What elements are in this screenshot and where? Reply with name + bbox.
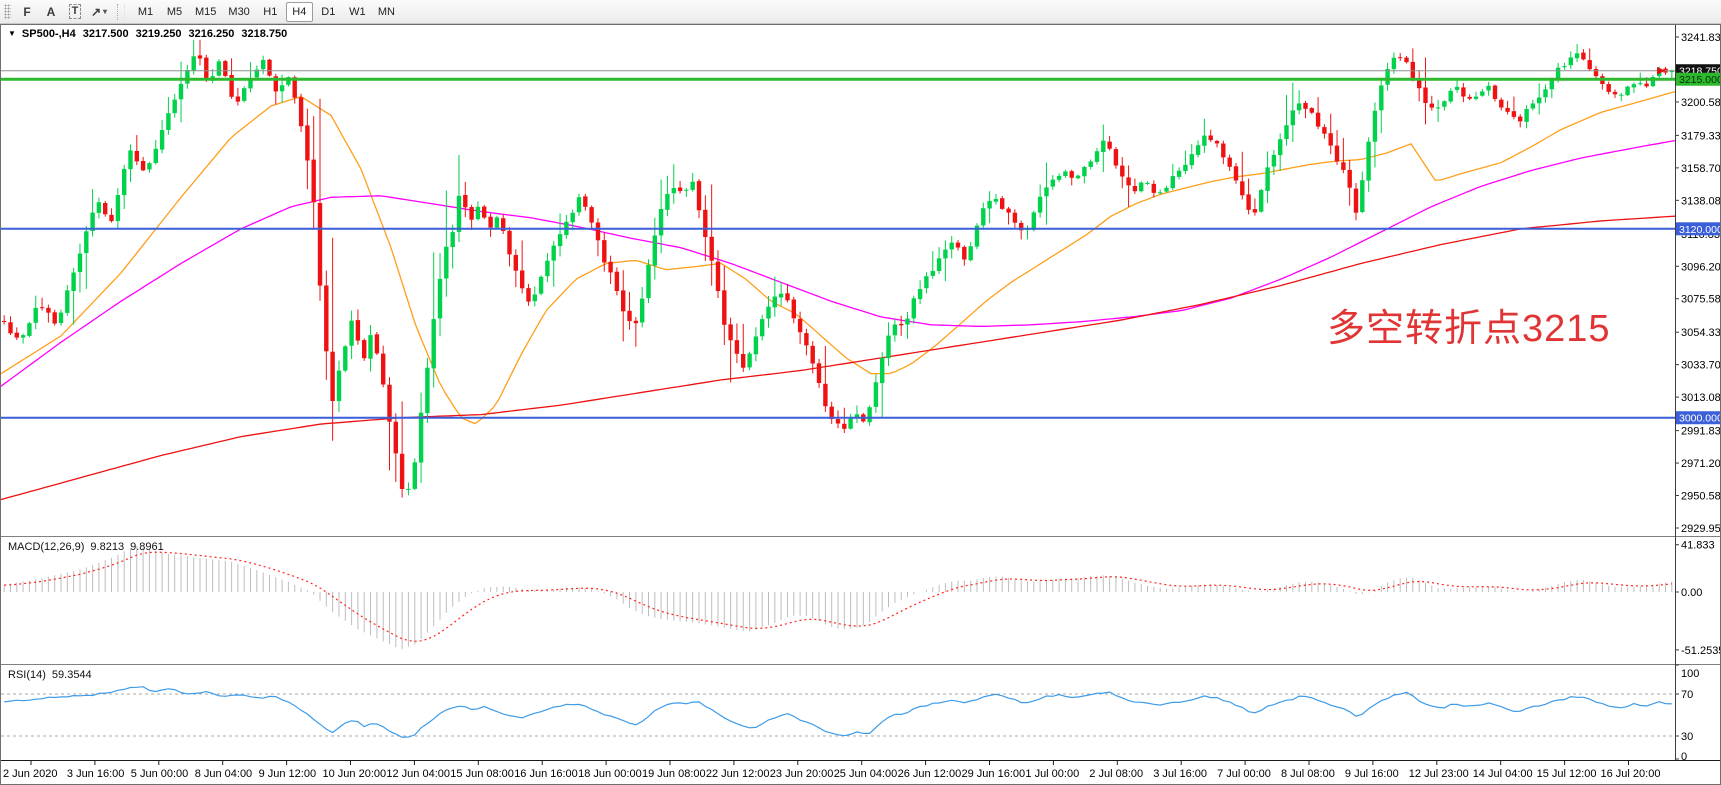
timeframe-button-MN[interactable]: MN	[373, 2, 400, 22]
rsi-line	[4, 686, 1672, 738]
price-axis-label: 2971.205	[1681, 458, 1720, 470]
time-axis-label: 12 Jul 23:00	[1409, 768, 1469, 780]
arrows-tool-icon: ↗	[90, 4, 102, 19]
ma-fast-line	[1, 91, 1676, 425]
timeframe-button-M30[interactable]: M30	[223, 2, 254, 22]
price-axis-label: 3054.330	[1681, 327, 1720, 339]
rsi-axis-label: 30	[1681, 731, 1693, 743]
rsi-axis-label: 70	[1681, 689, 1693, 701]
price-axis-label: 2991.830	[1681, 426, 1720, 438]
timeframe-group: M1 M5 M15 M30 H1 H4 D1 W1 MN	[131, 1, 401, 22]
timeframe-button-D1[interactable]: D1	[315, 2, 342, 22]
time-axis-label: 3 Jun 16:00	[67, 768, 125, 780]
macd-histogram	[3, 545, 1673, 650]
svg-text:3215.000: 3215.000	[1679, 74, 1720, 86]
timeframe-button-H1[interactable]: H1	[257, 2, 284, 22]
fibonacci-tool-button[interactable]: F	[15, 2, 39, 22]
time-axis-label: 16 Jun 16:00	[514, 768, 578, 780]
price-axis-label: 3096.205	[1681, 261, 1720, 273]
price-badge-3000.000: 3000.000	[1676, 411, 1720, 425]
text-label-tool-button[interactable]: T	[63, 2, 87, 22]
price-axis-label: 3013.080	[1681, 392, 1720, 404]
price-axis-label: 3179.330	[1681, 130, 1720, 142]
arrows-tool-button[interactable]: ↗ ▾	[87, 2, 111, 22]
price-axis-label: 3158.705	[1681, 163, 1720, 175]
macd-axis-label: 0.00	[1681, 587, 1702, 599]
price-axis-label: 3075.580	[1681, 294, 1720, 306]
price-badge-3120.000: 3120.000	[1676, 222, 1720, 236]
time-axis-label: 3 Jul 16:00	[1153, 768, 1207, 780]
time-axis-label: 23 Jun 20:00	[770, 768, 834, 780]
text-label-tool-icon: T	[68, 4, 82, 19]
time-axis-label: 15 Jun 08:00	[450, 768, 514, 780]
time-axis: 2 Jun 2020 3 Jun 16:00 5 Jun 00:00 8 Jun 04…	[1, 760, 1720, 780]
rsi-indicator-panel[interactable]: 100 70 30 0	[1, 664, 1720, 760]
time-axis-label: 16 Jul 20:00	[1601, 768, 1661, 780]
timeframe-button-M5[interactable]: M5	[161, 2, 188, 22]
price-axis-label: 2929.955	[1681, 523, 1720, 535]
text-tool-button[interactable]: A	[39, 2, 63, 22]
time-axis-label: 8 Jul 08:00	[1281, 768, 1335, 780]
time-axis-label: 22 Jun 12:00	[706, 768, 770, 780]
time-axis-label: 14 Jul 04:00	[1473, 768, 1533, 780]
time-axis-label: 12 Jun 04:00	[386, 768, 450, 780]
macd-signal-line	[4, 551, 1672, 642]
rsi-axis-label: 0	[1681, 751, 1687, 760]
timeframe-button-H4[interactable]: H4	[285, 1, 313, 22]
time-axis-label: 8 Jun 04:00	[195, 768, 253, 780]
fibonacci-tool-icon: F	[23, 4, 31, 19]
dropdown-caret-icon[interactable]: ▾	[103, 7, 108, 16]
timeframe-button-M15[interactable]: M15	[190, 2, 221, 22]
time-axis-label: 2 Jun 2020	[3, 768, 57, 780]
time-axis-label: 9 Jun 12:00	[259, 768, 317, 780]
chart-window: 3241.830 3200.580 3179.330 3158.705 3138.080…	[0, 24, 1721, 785]
time-axis-label: 5 Jun 00:00	[131, 768, 189, 780]
price-axis-label: 3200.580	[1681, 97, 1720, 109]
time-axis-label: 29 Jun 16:00	[962, 768, 1026, 780]
timeframe-button-W1[interactable]: W1	[344, 2, 371, 22]
top-toolbar: F A T ↗ ▾ M1 M5 M15 M30 H1 H4 D1 W1 MN	[0, 0, 1721, 24]
macd-axis-label: -51.2535	[1681, 645, 1720, 657]
price-axis-label: 3033.705	[1681, 360, 1720, 372]
time-axis-label: 10 Jun 20:00	[323, 768, 387, 780]
time-axis-label: 2 Jul 08:00	[1089, 768, 1143, 780]
time-axis-label: 25 Jun 04:00	[834, 768, 898, 780]
price-axis-label: 3241.830	[1681, 32, 1720, 44]
time-axis-label: 9 Jul 16:00	[1345, 768, 1399, 780]
candles	[2, 39, 1674, 498]
price-axis-label: 2950.580	[1681, 491, 1720, 503]
time-axis-label: 1 Jul 00:00	[1025, 768, 1079, 780]
price-chart[interactable]: 3241.830 3200.580 3179.330 3158.705 3138.080…	[1, 25, 1720, 536]
rsi-axis-label: 100	[1681, 668, 1699, 680]
macd-axis-label: 41.833	[1681, 540, 1715, 552]
drawing-tools-group: F A T ↗ ▾	[15, 2, 111, 22]
svg-text:3120.000: 3120.000	[1679, 224, 1720, 236]
ma-slow-line	[1, 215, 1676, 501]
text-tool-icon: A	[46, 4, 56, 19]
toolbar-separator	[117, 3, 125, 20]
svg-text:3000.000: 3000.000	[1679, 413, 1720, 425]
time-axis-label: 7 Jul 00:00	[1217, 768, 1271, 780]
time-axis-label: 26 Jun 12:00	[898, 768, 962, 780]
time-axis-label: 18 Jun 00:00	[578, 768, 642, 780]
price-badge-3215.000: 3215.000	[1676, 72, 1720, 86]
last-price-arrow-icon	[1657, 66, 1665, 75]
time-axis-label: 15 Jul 12:00	[1537, 768, 1597, 780]
price-axis-label: 3138.080	[1681, 195, 1720, 207]
timeframe-button-M1[interactable]: M1	[132, 2, 159, 22]
time-axis-label: 19 Jun 08:00	[642, 768, 706, 780]
macd-indicator-panel[interactable]: 41.833 0.00 -51.2535	[1, 536, 1720, 664]
toolbar-gripper-icon[interactable]	[4, 4, 11, 19]
ma-mid-line	[1, 139, 1676, 387]
